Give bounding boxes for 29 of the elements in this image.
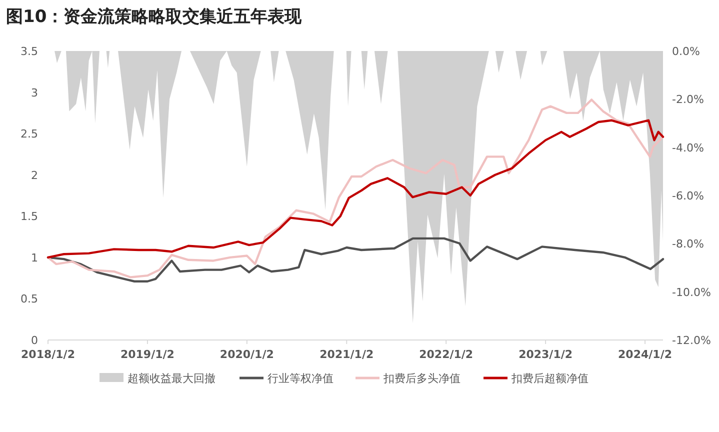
y2-tick-label: -8.0%: [672, 238, 704, 251]
y-tick-label: 0: [31, 334, 38, 347]
x-tick-label: 2022/1/2: [419, 348, 474, 361]
x-tick-label: 2018/1/2: [21, 348, 75, 361]
y-tick-label: 0.5: [20, 292, 38, 306]
legend-label: 扣费后超额净值: [510, 372, 588, 385]
y2-tick-label: -2.0%: [672, 93, 704, 106]
legend-label: 行业等权净值: [268, 372, 334, 385]
x-tick-label: 2023/1/2: [518, 348, 573, 361]
x-tick-label: 2020/1/2: [220, 348, 274, 361]
y-tick-label: 1: [31, 251, 38, 264]
y-tick-label: 3: [31, 86, 38, 100]
legend-label: 超额收益最大回撤: [128, 372, 216, 385]
line-series: [46, 98, 664, 278]
x-tick-label: 2019/1/2: [120, 348, 174, 361]
y2-tick-label: -10.0%: [672, 286, 711, 299]
legend-label: 扣费后多头净值: [382, 372, 460, 385]
y-tick-label: 2: [31, 168, 38, 182]
x-tick-label: 2021/1/2: [320, 348, 374, 361]
y-tick-label: 3.5: [20, 45, 38, 58]
y-tick-label: 1.5: [20, 210, 38, 224]
y2-tick-label: -4.0%: [672, 141, 704, 154]
y2-tick-label: 0.0%: [672, 45, 700, 58]
y2-tick-label: -6.0%: [672, 190, 704, 202]
line-series: [46, 119, 664, 259]
y-tick-label: 2.5: [20, 128, 38, 141]
x-tick-label: 2024/1/2: [618, 348, 672, 361]
y2-tick-label: -12.0%: [672, 334, 711, 347]
chart-title: 图10：资金流策略略取交集近五年表现: [6, 7, 303, 27]
